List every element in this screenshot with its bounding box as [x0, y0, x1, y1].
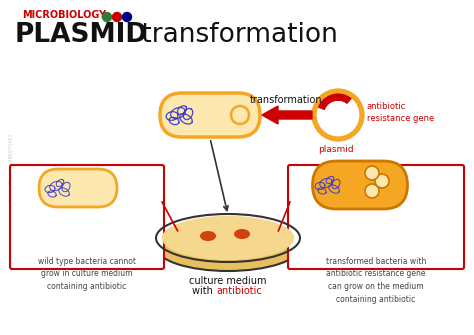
Circle shape [314, 91, 362, 139]
Text: Adobe Stock | #486575461: Adobe Stock | #486575461 [8, 133, 13, 201]
Text: wild type bacteria cannot
grow in culture medium
containing antibiotic: wild type bacteria cannot grow in cultur… [38, 257, 136, 291]
FancyBboxPatch shape [312, 161, 408, 209]
FancyBboxPatch shape [288, 165, 464, 269]
Circle shape [231, 106, 249, 124]
Text: transformed bacteria with
antibiotic resistance gene
can grow on the medium
cont: transformed bacteria with antibiotic res… [326, 257, 426, 304]
Circle shape [102, 12, 111, 21]
FancyArrow shape [262, 106, 312, 124]
Text: culture medium: culture medium [189, 276, 267, 286]
Text: PLASMID: PLASMID [15, 22, 148, 48]
Circle shape [324, 101, 352, 129]
Circle shape [365, 166, 379, 180]
FancyBboxPatch shape [10, 165, 164, 269]
Text: transformation: transformation [133, 22, 338, 48]
Text: antibiotic
resistance gene: antibiotic resistance gene [367, 102, 434, 123]
Ellipse shape [156, 223, 300, 271]
Circle shape [375, 174, 389, 188]
Text: with: with [192, 286, 216, 296]
Ellipse shape [200, 231, 216, 241]
Circle shape [112, 12, 121, 21]
Text: transformation: transformation [250, 95, 322, 105]
FancyBboxPatch shape [160, 93, 260, 137]
Circle shape [324, 101, 352, 129]
FancyBboxPatch shape [39, 169, 117, 207]
Text: antibiotic: antibiotic [216, 286, 262, 296]
Ellipse shape [162, 216, 294, 260]
Wedge shape [316, 91, 354, 110]
Circle shape [122, 12, 131, 21]
Text: plasmid: plasmid [318, 145, 354, 154]
Ellipse shape [234, 229, 250, 239]
Text: MICROBIOLOGY: MICROBIOLOGY [22, 10, 106, 20]
Circle shape [365, 184, 379, 198]
